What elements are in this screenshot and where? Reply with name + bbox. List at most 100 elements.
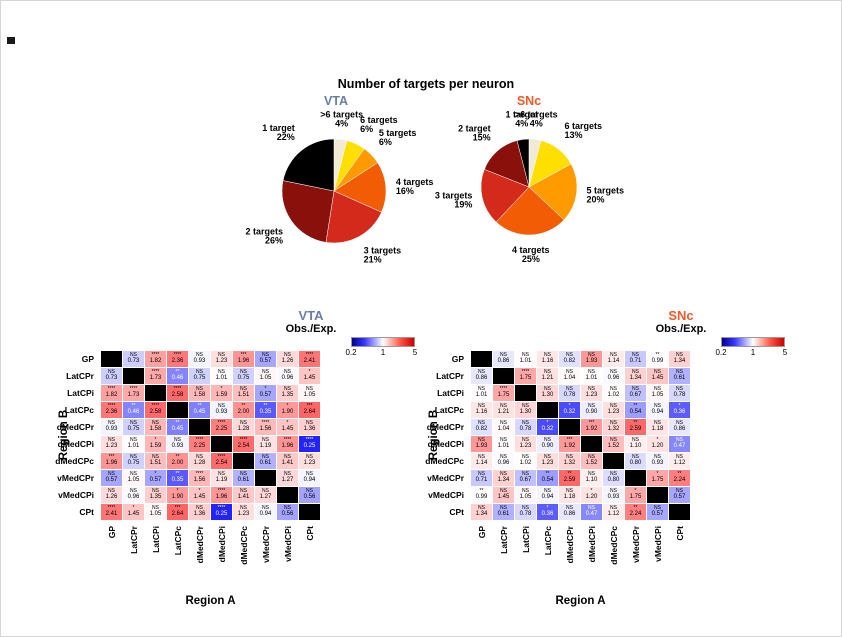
- row-label: GP: [451, 354, 464, 364]
- heatmap-cell: * 1.75: [647, 470, 668, 486]
- column-label: dMedCPi: [216, 526, 227, 563]
- column-label: CPt: [674, 526, 685, 541]
- row-label: dMedCPc: [55, 456, 94, 466]
- heatmap-cell: [647, 487, 668, 503]
- heatmap-cell: [123, 368, 144, 384]
- heatmap-cell: NS 1.19: [255, 436, 276, 452]
- heatmap-cell: NS 1.16: [471, 402, 492, 418]
- pie-chart-snc: >6 targets 4% 6 targets 13% 5 targets 20% 4 ta…: [435, 109, 624, 264]
- heatmap-cell: NS 0.78: [515, 504, 536, 520]
- heatmap-cell: NS 0.57: [669, 487, 690, 503]
- heatmap-cell: NS 1.36: [189, 504, 210, 520]
- heatmap-cell: **** 0.25: [211, 504, 232, 520]
- heatmap-cell: NS 1.23: [299, 453, 320, 469]
- heatmap-cell: * 1.20: [647, 436, 668, 452]
- pie-slice-label: 2 targets 26%: [246, 226, 284, 245]
- row-label: LatCPc: [434, 405, 464, 415]
- heatmap-cell: NS 0.61: [493, 504, 514, 520]
- heatmap-cell: * 1.90: [167, 487, 188, 503]
- heatmap-cell: NS 1.05: [123, 470, 144, 486]
- heatmap-cell: NS 0.90: [581, 402, 602, 418]
- heatmap-cell: NS 0.75: [189, 368, 210, 384]
- figure-title: Number of targets per neuron: [337, 77, 515, 91]
- heatmap-cell: NS 1.93: [471, 436, 492, 452]
- heatmap-cell: NS 1.01: [581, 368, 602, 384]
- pie-slice-label: 3 targets 21%: [364, 245, 402, 264]
- column-label: LatCPi: [520, 526, 531, 553]
- column-label: dMedCPc: [608, 526, 619, 565]
- heatmap-cell: **** 2.36: [167, 351, 188, 367]
- colorbar-tick: 0.2: [345, 348, 357, 357]
- pie-slice: [495, 186, 565, 236]
- heatmap-cell: NS 1.21: [493, 402, 514, 418]
- pie-chart-vta: >6 targets 4% 6 targets 6% 5 targets 6% 4 targ…: [246, 109, 434, 264]
- heatmap-cell: [537, 402, 558, 418]
- colorbar-ticks-snc: 0.2 1 5: [715, 348, 788, 358]
- heatmap-cell: NS 1.05: [255, 368, 276, 384]
- heatmap-cell: NS 1.01: [471, 385, 492, 401]
- heatmap-cell: NS 1.58: [189, 385, 210, 401]
- heatmap-cell: ** 2.00: [233, 402, 254, 418]
- row-label: dMedCPr: [56, 422, 94, 432]
- heatmap-cell: NS 0.61: [233, 470, 254, 486]
- heatmap-cell: NS 0.94: [537, 487, 558, 503]
- heatmap-cell: NS 1.93: [581, 351, 602, 367]
- colorbar-ticks-vta: 0.2 1 5: [345, 348, 418, 358]
- row-label: dMedCPr: [426, 422, 464, 432]
- heatmap-cell: NS 0.67: [515, 470, 536, 486]
- heatmap-cell: NS 1.30: [537, 385, 558, 401]
- row-label: dMedCPc: [425, 456, 464, 466]
- colorbar-tick: 5: [782, 348, 788, 357]
- heatmap-cell: *** 1.96: [233, 351, 254, 367]
- heatmap-cell: [211, 436, 232, 452]
- heatmap-cell: *** 1.92: [559, 436, 580, 452]
- row-label: LatCPi: [437, 388, 464, 398]
- heatmap-cell: ** 0.35: [255, 402, 276, 418]
- heatmap-cell: ** 0.46: [167, 368, 188, 384]
- heatmap-cell: ** 0.35: [167, 470, 188, 486]
- heatmap-cell: NS 1.01: [211, 368, 232, 384]
- pie-slice-label: 4 targets 16%: [396, 177, 434, 196]
- heatmap-cell: [189, 419, 210, 435]
- heatmap-cell: **** 1.73: [123, 385, 144, 401]
- heatmap-cell: NS 1.41: [277, 453, 298, 469]
- heatmap-cell: **** 1.82: [145, 351, 166, 367]
- column-label: vMedCPi: [652, 526, 663, 562]
- row-label: vMedCPr: [427, 473, 464, 483]
- heatmap-cell: [625, 470, 646, 486]
- heatmap-cell: NS 1.23: [515, 436, 536, 452]
- heatmap-cell: NS 0.47: [581, 504, 602, 520]
- heatmap-cell: * 0.36: [669, 402, 690, 418]
- heatmap-snc: SNc Obs./Exp. 0.2 1 5 Region B GP LatCPr Lat…: [421, 307, 811, 619]
- heatmap-cell: NS 0.93: [167, 436, 188, 452]
- colorbar-tick: 5: [412, 348, 418, 357]
- heatmap-cell: NS 0.86: [471, 368, 492, 384]
- heatmap-cell: **** 2.25: [211, 419, 232, 435]
- heatmap-cell: NS 1.45: [647, 368, 668, 384]
- heatmap-cell: [559, 419, 580, 435]
- heatmap-cell: NS 1.18: [647, 419, 668, 435]
- colorbar-tick: 0.2: [715, 348, 727, 357]
- heatmap-cell: NS 1.05: [647, 385, 668, 401]
- heatmap-cell: ** 2.24: [669, 470, 690, 486]
- row-label: vMedCPr: [57, 473, 94, 483]
- heatmap-cell: NS 0.71: [625, 351, 646, 367]
- heatmap-cell: [493, 368, 514, 384]
- heatmap-cell: NS 0.80: [603, 470, 624, 486]
- heatmap-cell: NS 1.23: [233, 504, 254, 520]
- heatmap-cell: NS 0.93: [101, 419, 122, 435]
- heatmap-cell: ** 0.54: [625, 402, 646, 418]
- heatmap-cell: NS 1.23: [211, 351, 232, 367]
- heatmap-cell: NS 1.32: [603, 419, 624, 435]
- heatmap-cell: NS 1.36: [299, 419, 320, 435]
- heatmap-cell: *** 2.64: [299, 402, 320, 418]
- heatmap-cell: NS 0.78: [669, 385, 690, 401]
- heatmap-cell: NS 0.75: [233, 368, 254, 384]
- heatmap-cell: NS 1.04: [559, 368, 580, 384]
- row-label: LatCPc: [64, 405, 94, 415]
- heatmap-cell: NS 0.80: [625, 453, 646, 469]
- heatmap-cell: NS 0.82: [559, 351, 580, 367]
- heatmap-cell: NS 0.93: [647, 453, 668, 469]
- column-label: GP: [476, 526, 487, 539]
